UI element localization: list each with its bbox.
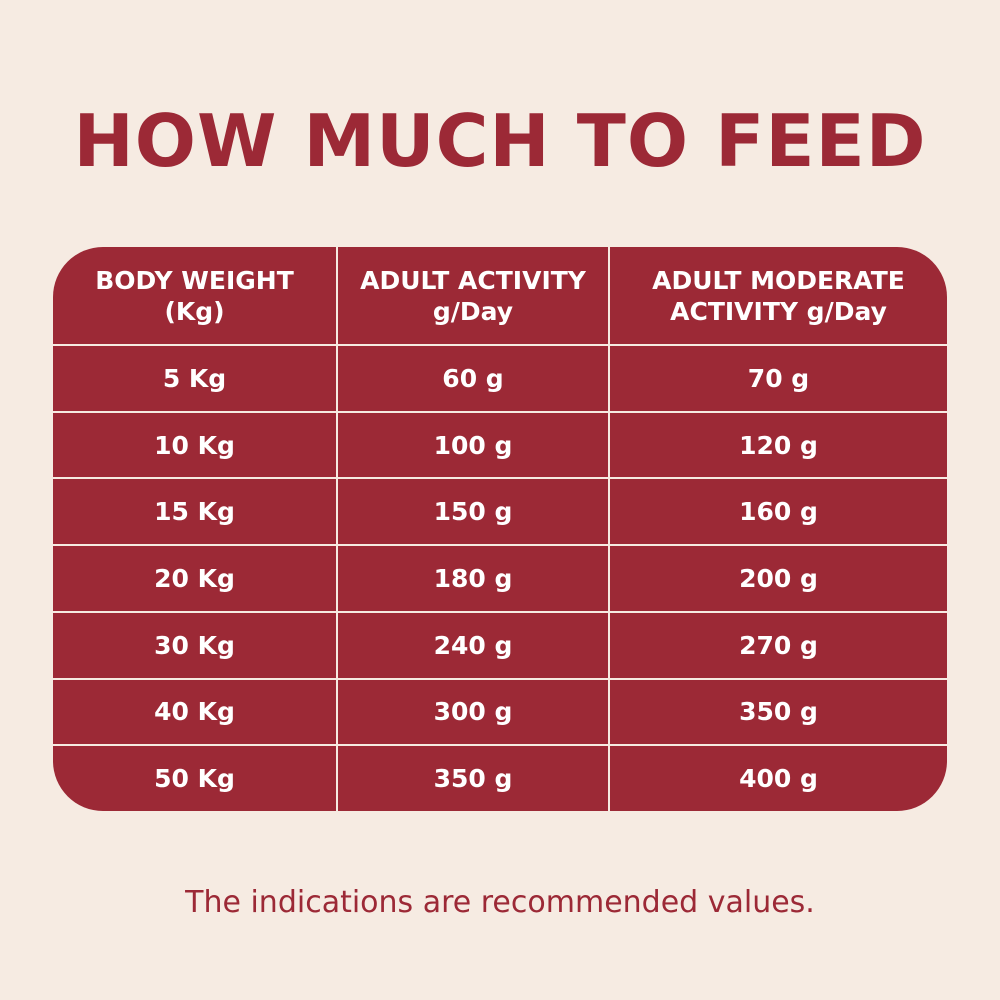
table-header-row: BODY WEIGHT (Kg) ADULT ACTIVITY g/Day AD… <box>53 247 947 346</box>
page-title: HOW MUCH TO FEED <box>73 99 927 183</box>
table-cell: 20 Kg <box>53 545 338 613</box>
table-cell: 120 g <box>609 411 947 480</box>
header-adult-moderate-activity: ADULT MODERATE ACTIVITY g/Day <box>609 247 947 346</box>
table-cell: 70 g <box>609 345 947 413</box>
table-row: 20 Kg 180 g 200 g <box>53 545 947 613</box>
table-cell: 270 g <box>609 611 947 680</box>
table-row: 10 Kg 100 g 120 g <box>53 411 947 480</box>
feeding-table: BODY WEIGHT (Kg) ADULT ACTIVITY g/Day AD… <box>53 247 947 811</box>
table-cell: 30 Kg <box>53 611 338 680</box>
header-line: ADULT MODERATE <box>652 265 905 295</box>
table-cell: 15 Kg <box>53 478 338 547</box>
table-cell: 50 Kg <box>53 745 338 811</box>
table-cell: 240 g <box>337 611 610 680</box>
header-line: ACTIVITY g/Day <box>670 296 887 326</box>
table-cell: 5 Kg <box>53 345 338 413</box>
header-body-weight: BODY WEIGHT (Kg) <box>53 247 338 346</box>
table-cell: 300 g <box>337 678 610 747</box>
table-row: 30 Kg 240 g 270 g <box>53 611 947 680</box>
header-line: ADULT ACTIVITY <box>360 265 586 295</box>
table-cell: 60 g <box>337 345 610 413</box>
table-cell: 10 Kg <box>53 411 338 480</box>
table-cell: 350 g <box>337 745 610 811</box>
table-cell: 40 Kg <box>53 678 338 747</box>
table-row: 15 Kg 150 g 160 g <box>53 478 947 547</box>
table-cell: 100 g <box>337 411 610 480</box>
table-row: 40 Kg 300 g 350 g <box>53 678 947 747</box>
footnote: The indications are recommended values. <box>185 885 815 920</box>
table-cell: 200 g <box>609 545 947 613</box>
table-cell: 350 g <box>609 678 947 747</box>
table-cell: 180 g <box>337 545 610 613</box>
table-cell: 160 g <box>609 478 947 547</box>
header-adult-activity: ADULT ACTIVITY g/Day <box>337 247 610 346</box>
table-row: 50 Kg 350 g 400 g <box>53 745 947 811</box>
header-line: g/Day <box>432 296 514 326</box>
header-line: BODY WEIGHT <box>95 265 294 295</box>
table-cell: 400 g <box>739 764 818 794</box>
table-row: 5 Kg 60 g 70 g <box>53 345 947 413</box>
header-line: (Kg) <box>164 296 225 326</box>
table-cell: 150 g <box>337 478 610 547</box>
